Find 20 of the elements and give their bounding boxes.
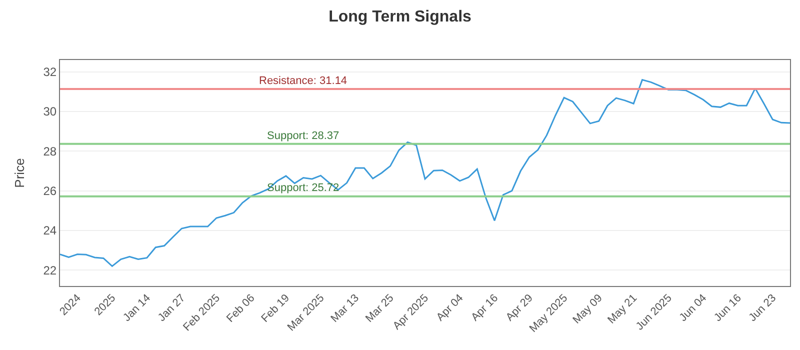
- ref-line-label: Resistance: 31.14: [259, 75, 348, 87]
- x-tick-label: Jun 04: [677, 292, 710, 324]
- x-tick-label: Mar 13: [328, 292, 362, 325]
- x-tick-label: Jun 16: [712, 292, 744, 324]
- y-tick-label: 26: [43, 184, 57, 198]
- y-tick-label: 24: [43, 224, 57, 238]
- y-axis-title: Price: [12, 158, 27, 188]
- y-tick-label: 30: [43, 104, 57, 119]
- x-tick-label: May 09: [570, 292, 605, 326]
- x-tick-label: Feb 06: [224, 292, 258, 325]
- y-tick-label: 22: [43, 263, 57, 278]
- x-tick-label: Jan 14: [121, 292, 153, 324]
- x-tick-label: Apr 16: [469, 292, 501, 324]
- y-tick-label: 28: [43, 144, 57, 158]
- chart-title: Long Term Signals: [328, 8, 472, 26]
- x-tick-label: Jun 23: [746, 292, 779, 324]
- x-tick-label: Feb 19: [259, 292, 292, 325]
- x-tick-label: Apr 04: [434, 292, 466, 324]
- ref-line-label: Support: 28.37: [267, 130, 340, 142]
- y-tick-label: 32: [43, 65, 57, 80]
